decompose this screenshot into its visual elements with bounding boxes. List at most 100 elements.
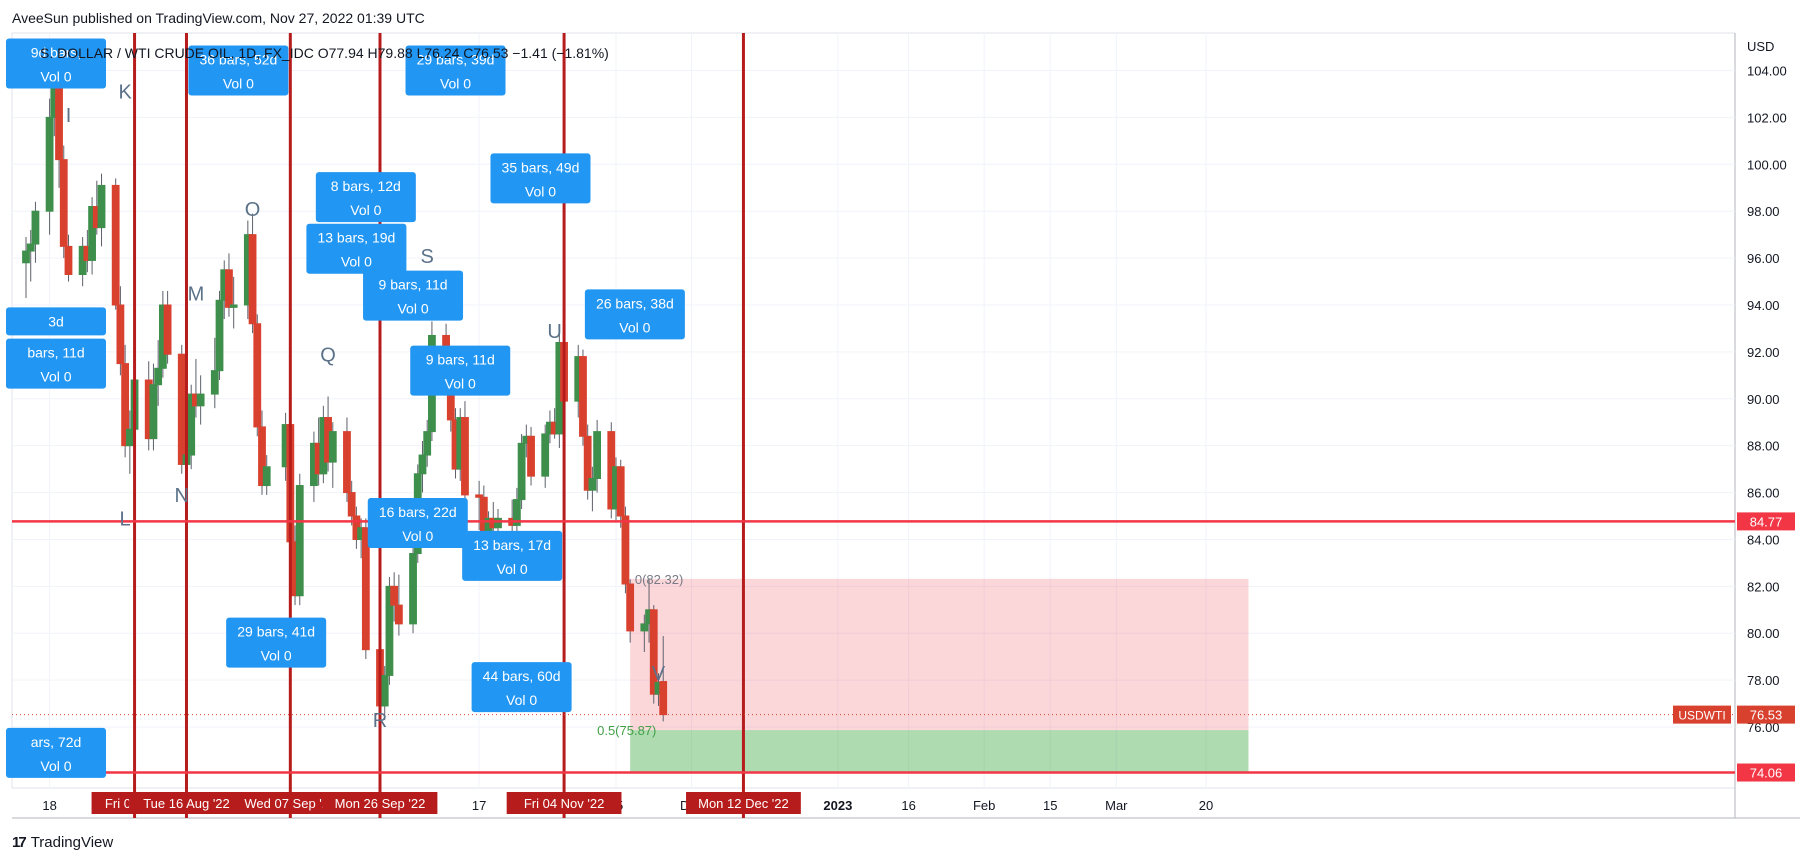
wave-label: R [373, 710, 387, 732]
highlight-date-label: Tue 16 Aug '22 [143, 796, 230, 811]
guide-lines-layer [12, 33, 1735, 818]
candle-body [31, 210, 40, 245]
price-tick-label: 96.00 [1747, 251, 1780, 266]
level-badge-label: 84.77 [1750, 514, 1783, 529]
time-tick-label: Mar [1105, 798, 1128, 813]
candle [328, 422, 337, 488]
date-range-volume: Vol 0 [619, 319, 650, 335]
candle [579, 349, 587, 446]
candle [541, 424, 550, 488]
candle [196, 375, 205, 425]
candle-body [97, 184, 106, 229]
date-range-volume: Vol 0 [40, 369, 71, 385]
candle-body [45, 116, 54, 212]
price-tick-label: 86.00 [1747, 486, 1780, 501]
candle [78, 236, 87, 287]
candle [409, 541, 417, 634]
date-range-box [462, 530, 563, 581]
candle [45, 98, 54, 235]
date-range-label: 26 bars, 38d Vol 0 [584, 289, 685, 340]
footer-brand[interactable]: 17 TradingView [12, 834, 113, 851]
candle-body [409, 553, 417, 625]
candle-body [494, 517, 502, 529]
candle [26, 229, 35, 282]
date-range-title: 26 bars, 38d [596, 295, 674, 311]
tradingview-logo-icon: 17 [12, 834, 27, 851]
candle-body [512, 499, 521, 526]
wave-label: L [120, 508, 131, 530]
price-tick-label: 76.00 [1747, 720, 1780, 735]
time-tick-label: Feb [973, 798, 995, 813]
price-tick-label: 82.00 [1747, 579, 1780, 594]
date-range-volume: Vol 0 [40, 68, 71, 84]
date-range-volume: Vol 0 [261, 648, 292, 664]
candle-body [621, 515, 630, 585]
symbol-legend: S. DOLLAR / WTI CRUDE OIL, 1D, FX_IDC O7… [40, 45, 609, 61]
candle-body [64, 245, 73, 276]
date-range-label: 9 bars, 11d Vol 0 [410, 345, 511, 396]
candle [111, 178, 120, 310]
candle-body [258, 426, 266, 487]
publisher-caption: AveeSun published on TradingView.com, No… [12, 10, 425, 26]
wave-label: K [118, 82, 132, 104]
candle [517, 433, 526, 509]
time-tick-label: 15 [1043, 798, 1057, 813]
candle-body [616, 466, 625, 517]
candle [626, 579, 635, 643]
date-range-volume: Vol 0 [506, 692, 537, 708]
date-range-title: 16 bars, 22d [379, 504, 457, 520]
date-range-label: 36 bars, 52d Vol 0 [188, 45, 289, 96]
wave-label: O [245, 199, 261, 221]
price-tick-label: 102.00 [1747, 110, 1787, 125]
date-range-box [363, 270, 464, 321]
date-range-title: 29 bars, 39d [417, 52, 495, 68]
candle-body [116, 304, 125, 365]
wave-label: S [421, 246, 434, 268]
price-axis[interactable]: 76.00 78.00 80.00 82.00 84.00 86.00 88.00 90.00… [1673, 39, 1795, 782]
date-range-label: 9d bars, Vol 0 [6, 38, 106, 89]
date-range-title: 13 bars, 17d [473, 537, 551, 553]
date-range-volume: Vol 0 [445, 376, 476, 392]
price-tick-label: 88.00 [1747, 439, 1780, 454]
date-range-box [490, 153, 591, 204]
date-range-title: 3d [48, 313, 64, 329]
candle-body [225, 269, 233, 308]
candle-body [88, 206, 96, 261]
candle-body [385, 585, 394, 676]
candle [583, 424, 592, 500]
time-axis[interactable]: 181715Dec202316Feb15Mar20Fri 05 AugTue 1… [42, 792, 1213, 814]
candle [149, 363, 158, 451]
candle [248, 213, 257, 334]
candle [527, 426, 535, 486]
candle-body [390, 585, 399, 606]
candle [88, 197, 96, 275]
candle [258, 410, 266, 495]
candle [343, 417, 351, 502]
candle-body [394, 604, 403, 625]
date-range-title: bars, 11d [27, 345, 84, 361]
candle [361, 518, 370, 660]
candle-body [588, 477, 597, 491]
date-range-label: 13 bars, 17d Vol 0 [462, 530, 563, 581]
candle-body [418, 454, 427, 475]
candle [640, 614, 649, 653]
highlight-date-badge [129, 792, 244, 814]
date-range-label: 29 bars, 41d Vol 0 [226, 617, 327, 668]
price-tick-label: 78.00 [1747, 673, 1780, 688]
date-range-volume: Vol 0 [497, 561, 528, 577]
date-range-box [405, 45, 506, 96]
date-range-label: 13 bars, 19d Vol 0 [306, 223, 407, 274]
date-range-title: 36 bars, 52d [199, 52, 277, 68]
level-badge [1737, 763, 1795, 782]
candle [31, 201, 40, 263]
candle [163, 290, 172, 364]
price-tick-label: 90.00 [1747, 392, 1780, 407]
time-tick-label: 18 [42, 798, 56, 813]
candle [22, 236, 30, 298]
symbol-badge [1673, 705, 1731, 724]
wave-label: U [547, 321, 561, 343]
date-range-box [6, 338, 106, 389]
candle-body [177, 353, 186, 465]
date-range-box [6, 307, 106, 336]
